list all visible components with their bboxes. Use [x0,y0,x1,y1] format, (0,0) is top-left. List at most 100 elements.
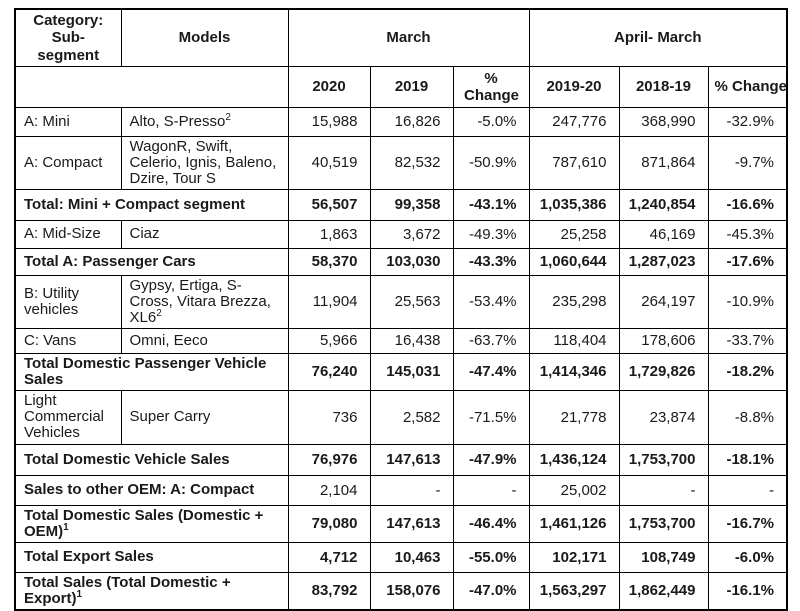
header-pct-change-march: % Change [452,65,530,108]
value-cell: -43.3% [452,247,530,276]
value-cell: 76,240 [287,352,371,391]
models-text: Super Carry [129,408,211,426]
value-cell: - [452,474,530,506]
models-cell: Alto, S-Presso2 [120,106,289,137]
total-label-cell: Total Export Sales [14,541,289,573]
value-cell: -46.4% [452,504,530,543]
value-cell: 10,463 [369,541,454,573]
value-cell: -53.4% [452,274,530,329]
value-cell: -45.3% [707,219,788,249]
value-cell: - [369,474,454,506]
footnote-marker: 2 [156,307,162,319]
row-sales-other-oem: Sales to other OEM: A: Compact 2,104 - -… [14,474,788,506]
value-cell: -50.9% [452,135,530,190]
value-cell: -47.0% [452,571,530,611]
header-row-groups: Category: Sub-segment Models March April… [14,8,788,67]
value-cell: 368,990 [618,106,709,137]
header-2019: 2019 [369,65,454,108]
category-cell: C: Vans [14,327,122,354]
models-cell: Ciaz [120,219,289,249]
category-cell: B: Utility vehicles [14,274,122,329]
row-c-vans: C: Vans Omni, Eeco 5,966 16,438 -63.7% 1… [14,327,788,354]
value-cell: -6.0% [707,541,788,573]
value-cell: 2,104 [287,474,371,506]
header-pct-change-april: % Change [707,65,788,108]
value-cell: 82,532 [369,135,454,190]
value-cell: 46,169 [618,219,709,249]
value-cell: -5.0% [452,106,530,137]
value-cell: 1,436,124 [528,443,620,476]
footnote-marker: 1 [63,521,69,533]
value-cell: 103,030 [369,247,454,276]
total-label-cell: Total Domestic Vehicle Sales [14,443,289,476]
value-cell: 25,563 [369,274,454,329]
header-category: Category: Sub-segment [14,8,122,67]
models-text: Gypsy, Ertiga, S-Cross, Vitara Brezza, X… [129,276,271,326]
models-cell: Omni, Eeco [120,327,289,354]
value-cell: 15,988 [287,106,371,137]
total-label-cell: Total: Mini + Compact segment [14,188,289,221]
value-cell: -63.7% [452,327,530,354]
value-cell: -10.9% [707,274,788,329]
value-cell: 1,287,023 [618,247,709,276]
value-cell: 79,080 [287,504,371,543]
row-total-domestic-pv: Total Domestic Passenger Vehicle Sales 7… [14,352,788,391]
value-cell: 108,749 [618,541,709,573]
value-cell: 83,792 [287,571,371,611]
value-cell: 1,035,386 [528,188,620,221]
value-cell: 235,298 [528,274,620,329]
value-cell: 16,826 [369,106,454,137]
category-cell: A: Mid-Size [14,219,122,249]
value-cell: 99,358 [369,188,454,221]
row-total-mini-compact: Total: Mini + Compact segment 56,507 99,… [14,188,788,221]
value-cell: 1,729,826 [618,352,709,391]
value-cell: - [618,474,709,506]
value-cell: 871,864 [618,135,709,190]
row-total-sales: Total Sales (Total Domestic + Export)1 8… [14,571,788,611]
value-cell: 58,370 [287,247,371,276]
header-2019-20: 2019-20 [528,65,620,108]
total-label-text: Total Domestic Vehicle Sales [24,450,230,468]
total-label-cell: Total Sales (Total Domestic + Export)1 [14,571,289,611]
value-cell: - [707,474,788,506]
value-cell: 1,461,126 [528,504,620,543]
value-cell: 1,862,449 [618,571,709,611]
total-label-cell: Sales to other OEM: A: Compact [14,474,289,506]
value-cell: 102,171 [528,541,620,573]
header-2018-19: 2018-19 [618,65,709,108]
total-label-text: Total Domestic Sales (Domestic + OEM) [24,506,264,540]
value-cell: -33.7% [707,327,788,354]
value-cell: 178,606 [618,327,709,354]
value-cell: 56,507 [287,188,371,221]
value-cell: 1,753,700 [618,443,709,476]
total-label-text: Total Sales (Total Domestic + Export) [24,573,231,607]
header-models: Models [120,8,289,67]
value-cell: 1,753,700 [618,504,709,543]
value-cell: -71.5% [452,389,530,445]
value-cell: -49.3% [452,219,530,249]
value-cell: 158,076 [369,571,454,611]
models-text: Omni, Eeco [129,331,208,349]
total-label-text: Total A: Passenger Cars [24,252,196,270]
value-cell: 76,976 [287,443,371,476]
category-cell: Light Commercial Vehicles [14,389,122,445]
row-lcv: Light Commercial Vehicles Super Carry 73… [14,389,788,445]
models-text: Ciaz [129,225,160,243]
total-label-cell: Total Domestic Passenger Vehicle Sales [14,352,289,391]
value-cell: 1,414,346 [528,352,620,391]
row-total-export: Total Export Sales 4,712 10,463 -55.0% 1… [14,541,788,573]
row-total-domestic-vehicle: Total Domestic Vehicle Sales 76,976 147,… [14,443,788,476]
value-cell: 4,712 [287,541,371,573]
total-label-text: Sales to other OEM: A: Compact [24,481,255,499]
value-cell: -9.7% [707,135,788,190]
total-label-cell: Total A: Passenger Cars [14,247,289,276]
row-a-mid-size: A: Mid-Size Ciaz 1,863 3,672 -49.3% 25,2… [14,219,788,249]
models-text: Alto, S-Presso [129,112,226,130]
value-cell: 3,672 [369,219,454,249]
value-cell: 787,610 [528,135,620,190]
row-total-passenger-cars: Total A: Passenger Cars 58,370 103,030 -… [14,247,788,276]
value-cell: 1,563,297 [528,571,620,611]
category-cell: A: Compact [14,135,122,190]
value-cell: 1,060,644 [528,247,620,276]
models-cell: Gypsy, Ertiga, S-Cross, Vitara Brezza, X… [120,274,289,329]
